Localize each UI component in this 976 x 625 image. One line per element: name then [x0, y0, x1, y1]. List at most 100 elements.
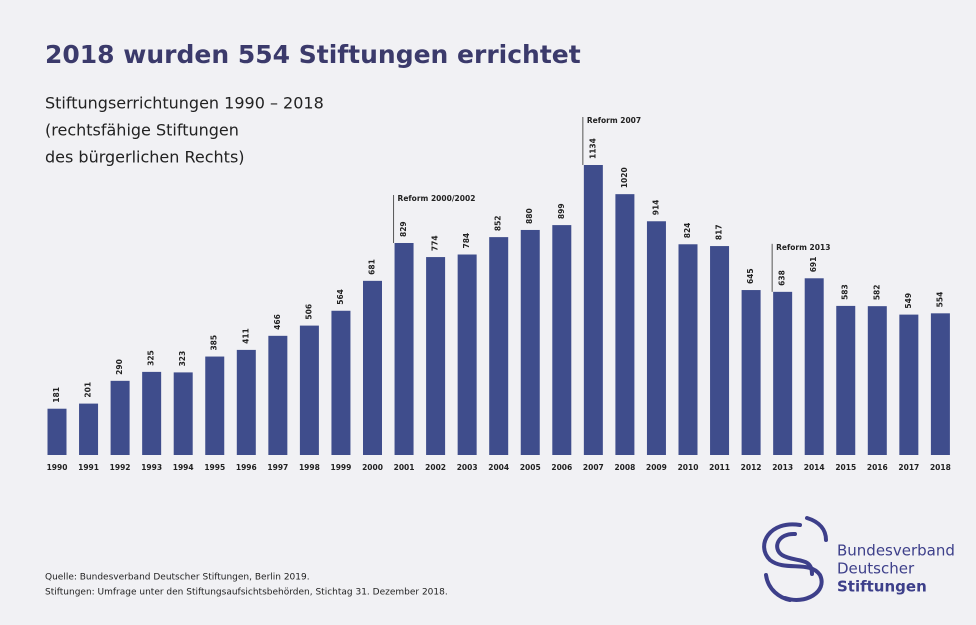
- x-tick-label: 2011: [709, 463, 730, 472]
- value-label: 201: [84, 382, 93, 398]
- bar: [299, 325, 319, 455]
- bar: [836, 305, 856, 455]
- x-tick-label: 2018: [930, 463, 951, 472]
- bar: [646, 221, 666, 455]
- bar: [899, 314, 919, 455]
- x-tick-label: 1992: [110, 463, 131, 472]
- annotation: Reform 2007: [587, 116, 641, 125]
- x-tick-label: 2003: [457, 463, 478, 472]
- value-label: 681: [368, 259, 377, 275]
- logo-mark: [775, 532, 814, 576]
- x-tick-label: 1997: [267, 463, 288, 472]
- bar: [678, 244, 698, 455]
- source: Quelle: Bundesverband Deutscher Stiftung…: [45, 573, 310, 583]
- x-tick-label: 2013: [772, 463, 793, 472]
- value-label: 506: [304, 304, 313, 320]
- x-tick-label: 1990: [47, 463, 68, 472]
- value-label: 824: [683, 223, 692, 239]
- bar: [804, 278, 824, 455]
- x-tick-label: 1991: [78, 463, 99, 472]
- x-tick-label: 2014: [804, 463, 825, 472]
- bar: [268, 335, 288, 455]
- value-label: 549: [904, 293, 913, 309]
- logo-mark: [764, 573, 792, 602]
- x-tick-label: 2005: [520, 463, 541, 472]
- subtitle: (rechtsfähige Stiftungen: [45, 121, 239, 140]
- x-tick-label: 2017: [898, 463, 919, 472]
- value-label: 852: [494, 215, 503, 231]
- source: Stiftungen: Umfrage unter den Stiftungsa…: [45, 588, 448, 598]
- bar: [142, 371, 162, 455]
- x-tick-label: 1996: [236, 463, 257, 472]
- value-label: 784: [462, 233, 471, 249]
- annotation: Reform 2000/2002: [398, 194, 476, 203]
- x-tick-label: 2008: [614, 463, 635, 472]
- x-tick-label: 1994: [173, 463, 194, 472]
- x-tick-label: 2015: [835, 463, 856, 472]
- logo-text: Bundesverband: [837, 542, 955, 560]
- logo-text: Deutscher: [837, 560, 915, 578]
- value-label: 323: [178, 351, 187, 367]
- subtitle: des bürgerlichen Rechts): [45, 148, 245, 167]
- x-tick-label: 2000: [362, 463, 383, 472]
- value-label: 1020: [620, 167, 629, 188]
- bar: [930, 313, 950, 455]
- chart-title: 2018 wurden 554 Stiftungen errichtet: [45, 40, 581, 69]
- value-label: 638: [778, 270, 787, 286]
- x-tick-label: 1995: [204, 463, 225, 472]
- bar: [47, 408, 67, 455]
- value-label: 774: [431, 235, 440, 251]
- bar: [426, 257, 446, 455]
- value-label: 691: [809, 257, 818, 273]
- annotation: Reform 2013: [776, 243, 830, 252]
- value-label: 583: [841, 284, 850, 300]
- value-label: 829: [399, 221, 408, 237]
- value-label: 645: [746, 268, 755, 284]
- value-label: 1134: [588, 138, 597, 159]
- bar: [552, 225, 572, 455]
- logo-mark: [762, 522, 824, 602]
- value-label: 914: [651, 200, 660, 216]
- bar: [867, 306, 887, 455]
- bar: [457, 254, 477, 455]
- value-label: 181: [52, 387, 61, 403]
- bar: [331, 310, 351, 455]
- x-tick-label: 2009: [646, 463, 667, 472]
- value-label: 290: [115, 359, 124, 375]
- bar: [205, 356, 225, 455]
- x-tick-label: 2012: [741, 463, 762, 472]
- bar: [520, 229, 540, 455]
- bar: [489, 237, 509, 455]
- logo: [762, 516, 828, 602]
- x-tick-label: 2002: [425, 463, 446, 472]
- value-label: 554: [935, 292, 944, 308]
- x-tick-label: 2010: [678, 463, 699, 472]
- x-tick-label: 1998: [299, 463, 320, 472]
- logo-text: Stiftungen: [837, 578, 927, 596]
- x-tick-label: 2001: [394, 463, 415, 472]
- bar: [236, 349, 256, 455]
- x-tick-label: 1999: [331, 463, 352, 472]
- value-label: 817: [715, 224, 724, 240]
- x-tick-label: 1993: [141, 463, 162, 472]
- bar: [110, 380, 130, 455]
- value-label: 880: [525, 208, 534, 224]
- bar: [615, 194, 635, 455]
- bar: [773, 291, 793, 455]
- bar: [79, 403, 99, 455]
- x-tick-label: 2006: [551, 463, 572, 472]
- bar: [741, 290, 761, 455]
- bar: [394, 242, 414, 455]
- bar: [710, 246, 730, 455]
- value-label: 411: [241, 328, 250, 344]
- subtitle: Stiftungserrichtungen 1990 – 2018: [45, 94, 324, 113]
- bar: [363, 280, 382, 455]
- value-label: 564: [336, 289, 345, 305]
- x-tick-label: 2016: [867, 463, 888, 472]
- value-label: 582: [872, 285, 881, 301]
- x-tick-label: 2004: [488, 463, 509, 472]
- bar: [583, 165, 603, 455]
- value-label: 385: [210, 335, 219, 351]
- x-tick-label: 2007: [583, 463, 604, 472]
